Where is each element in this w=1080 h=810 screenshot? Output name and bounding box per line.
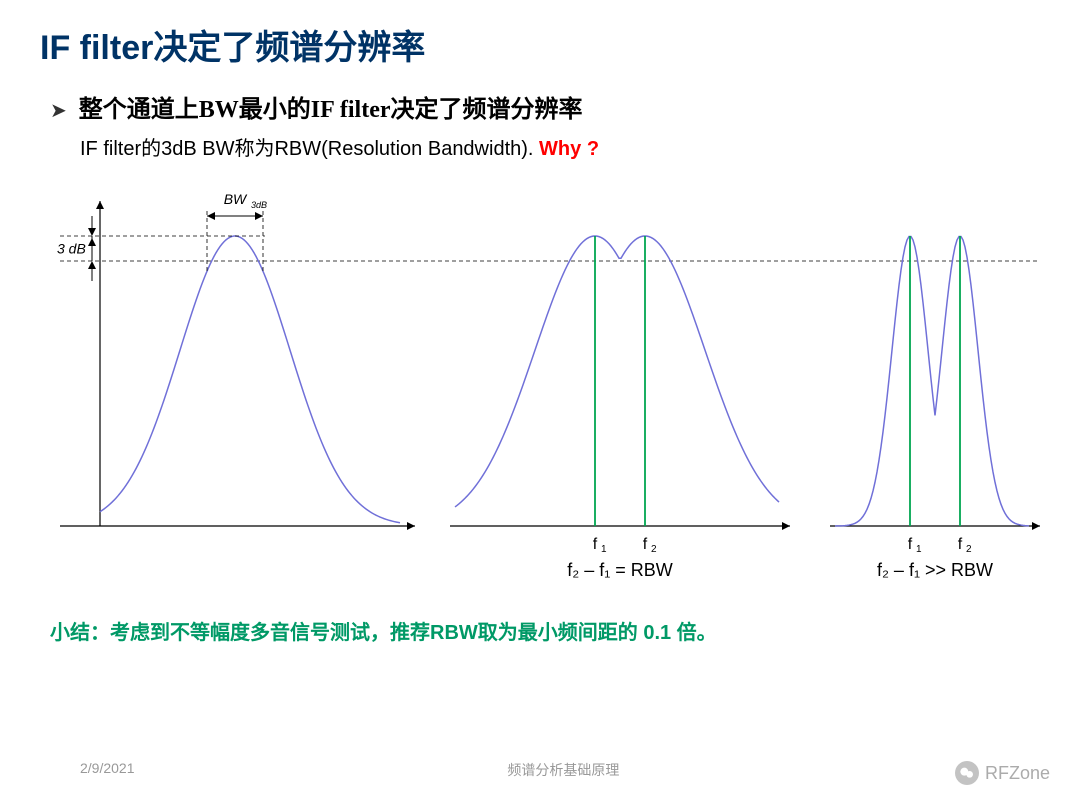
bullet-line: ➤ 整个通道上BW最小的IF filter决定了频谱分辨率	[50, 89, 1040, 124]
svg-text:f: f	[958, 536, 963, 553]
footer-date: 2/9/2021	[80, 760, 135, 780]
wechat-icon	[955, 761, 979, 785]
svg-text:BW: BW	[224, 191, 248, 207]
svg-text:f₂ – f₁ = RBW: f₂ – f₁ = RBW	[567, 560, 673, 580]
slide-title: IF filter决定了频谱分辨率	[40, 20, 1040, 69]
svg-text:3 dB: 3 dB	[57, 241, 86, 257]
bullet-text: 整个通道上BW最小的IF filter决定了频谱分辨率	[79, 89, 583, 124]
svg-text:f: f	[643, 536, 648, 553]
diagram-area: BW3dB3 dBf1f2f₂ – f₁ = RBWf1f2f₂ – f₁ >>…	[40, 181, 1040, 601]
watermark-text: RFZone	[985, 763, 1050, 784]
footer-center: 频谱分析基础原理	[507, 760, 619, 780]
diagram-svg: BW3dB3 dBf1f2f₂ – f₁ = RBWf1f2f₂ – f₁ >>…	[40, 181, 1040, 601]
svg-text:f₂ – f₁ >> RBW: f₂ – f₁ >> RBW	[877, 560, 993, 580]
why-text: Why ?	[539, 138, 599, 160]
svg-text:1: 1	[601, 544, 607, 555]
footer: 2/9/2021 频谱分析基础原理 5	[0, 760, 1080, 780]
svg-text:1: 1	[916, 544, 922, 555]
svg-text:2: 2	[651, 544, 657, 555]
conclusion: 小结：考虑到不等幅度多音信号测试，推荐RBW取为最小频间距的 0.1 倍。	[50, 616, 1040, 645]
bullet-icon: ➤	[50, 98, 67, 123]
subtext-a: IF filter的3dB BW称为RBW(Resolution Bandwid…	[80, 138, 528, 160]
watermark: RFZone	[955, 761, 1050, 785]
sub-text: IF filter的3dB BW称为RBW(Resolution Bandwid…	[80, 132, 1040, 161]
svg-text:3dB: 3dB	[251, 200, 267, 210]
svg-text:f: f	[908, 536, 913, 553]
subtext-punct: .	[528, 138, 539, 160]
svg-text:f: f	[593, 536, 598, 553]
svg-text:2: 2	[966, 544, 972, 555]
